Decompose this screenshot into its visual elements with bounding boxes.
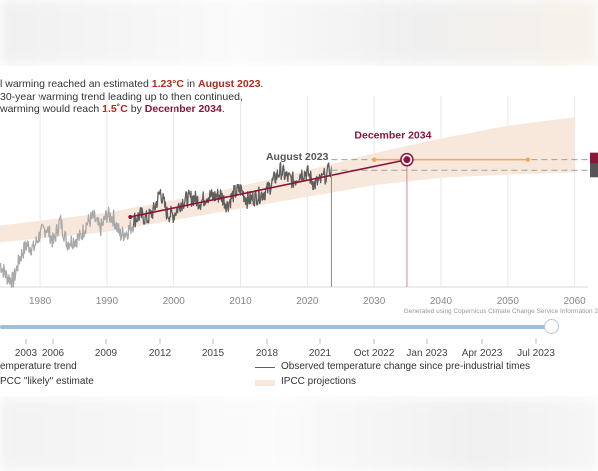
trend-line <box>130 158 408 218</box>
legend-observed: Observed temperature change since pre-in… <box>281 361 531 372</box>
threshold-tag-current <box>590 163 598 178</box>
legend-trend: emperature trend <box>0 361 77 372</box>
intro-target-value: 1.5˚C <box>102 103 128 115</box>
x-tick-label: 2020 <box>296 296 319 307</box>
date-slider-label: Jan 2023 <box>406 348 448 359</box>
intro-line-1: l warming reached an estimated 1.23°C in… <box>0 78 263 91</box>
intro-text: l warming reached an estimated 1.23°C in… <box>0 78 263 116</box>
august-2023-label: August 2023 <box>266 151 329 163</box>
date-slider-label: 2015 <box>202 348 225 359</box>
x-tick-label: 2050 <box>497 296 520 307</box>
forecast-point <box>371 157 377 162</box>
intro-text-segment: in <box>183 78 198 90</box>
intro-line-3: warming would reach 1.5˚C by December 20… <box>0 103 263 116</box>
date-slider-label: Jul 2023 <box>517 348 555 359</box>
intro-text-segment: warming would reach <box>0 103 103 115</box>
intro-line-2: 30-year warming trend leading up to then… <box>0 90 243 103</box>
x-tick-label: 2010 <box>229 296 252 307</box>
x-tick-label: 2030 <box>363 296 386 307</box>
date-slider-label: 2003 <box>15 348 38 359</box>
intro-target-date: December 2034 <box>144 103 222 115</box>
date-slider-fill <box>0 325 552 329</box>
x-tick-label: 2040 <box>430 296 453 307</box>
intro-text-segment: . <box>260 78 264 90</box>
intro-text-segment: l warming reached an estimated <box>0 78 152 90</box>
date-slider-label: 2006 <box>42 348 65 359</box>
date-slider-label: 2009 <box>95 348 118 359</box>
x-tick-label: 1980 <box>29 296 52 307</box>
observed-series <box>132 161 333 228</box>
x-tick-label: 2000 <box>163 296 186 307</box>
x-tick-label: 1990 <box>96 296 119 307</box>
trend-start-point <box>128 214 133 219</box>
blurred-top-background <box>0 0 598 64</box>
forecast-point <box>525 157 531 162</box>
date-slider-axis: 2003 2006 2009 2012 2015 2018 2021 Oct 2022 Jan … <box>15 339 555 359</box>
intro-current-value: 1.23°C <box>151 78 184 90</box>
threshold-tag-1-5 <box>590 152 598 167</box>
warming-chart: August 2023 December 2034 1980 1990 2000 201… <box>0 96 598 315</box>
intro-text-segment: by <box>127 103 145 115</box>
legend-likely: PCC "likely" estimate <box>0 376 94 387</box>
legend-swatch-observed <box>255 367 275 368</box>
december-2034-marker-dot <box>403 156 411 164</box>
date-slider-label: Oct 2022 <box>354 348 395 359</box>
intro-text-segment: . <box>221 103 225 115</box>
date-slider-label: 2018 <box>256 348 279 359</box>
chart-legend: emperature trend PCC "likely" estimate O… <box>0 361 598 391</box>
date-slider-label: 2012 <box>149 348 172 359</box>
legend-projections: IPCC projections <box>281 376 357 387</box>
observed-series-early <box>0 206 135 288</box>
intro-current-date: August 2023 <box>197 78 261 90</box>
date-slider-label: Apr 2023 <box>462 348 503 359</box>
legend-swatch-projections <box>255 380 275 386</box>
x-tick-label: 2060 <box>564 296 587 307</box>
blurred-bottom-background <box>0 398 598 471</box>
attribution-text: Generated using Copernicus Climate Chang… <box>404 308 598 315</box>
date-slider-label: 2021 <box>309 348 332 359</box>
december-2034-label: December 2034 <box>354 130 431 142</box>
date-slider-handle[interactable] <box>544 319 559 334</box>
